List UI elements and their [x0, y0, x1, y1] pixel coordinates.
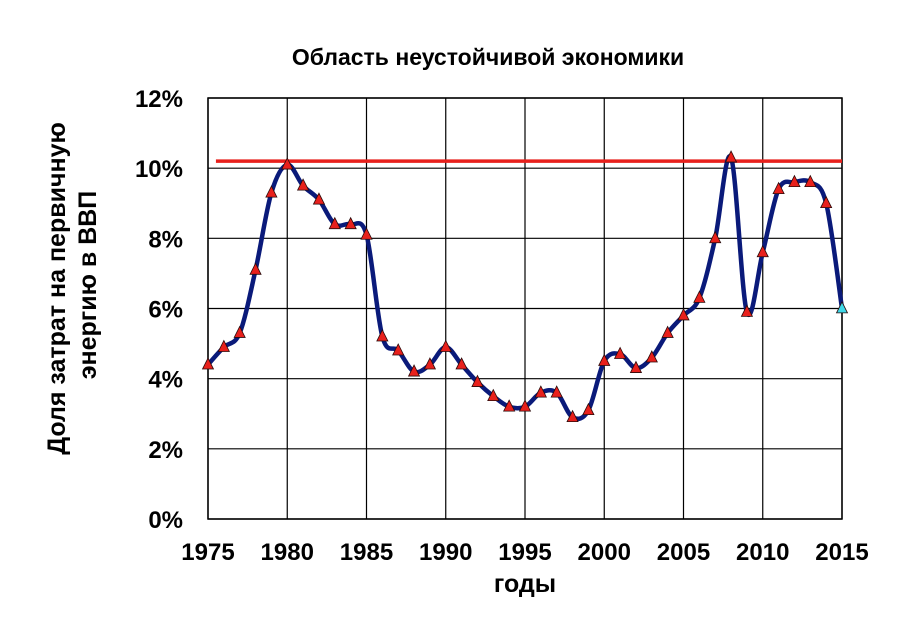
data-point-marker	[804, 174, 817, 188]
data-point-marker	[709, 230, 722, 244]
y-tick-labels: 0% 2% 4% 6% 8% 10% 12%	[135, 86, 183, 534]
x-tick-label: 2015	[815, 539, 868, 566]
data-point-marker	[534, 385, 547, 398]
data-point-marker	[820, 195, 833, 209]
data-point-marker	[645, 350, 658, 363]
data-point-marker	[217, 339, 230, 352]
data-point-marker	[296, 178, 310, 191]
data-point-marker	[677, 308, 690, 321]
data-point-marker	[265, 185, 278, 198]
y-axis-label-line-2: энергию в ВВП	[74, 191, 102, 380]
data-point-marker	[423, 357, 437, 370]
data-point-marker	[344, 216, 357, 230]
y-tick-label: 2%	[148, 437, 183, 464]
x-tick-labels: 1975 1980 1985 1990 1995 2000 2005 2010 2015	[181, 539, 868, 566]
data-point-marker	[471, 374, 484, 387]
data-point-marker	[613, 346, 627, 359]
data-point-marker	[201, 357, 215, 370]
data-point-marker	[550, 385, 563, 398]
x-tick-label: 1980	[261, 539, 314, 566]
data-point-marker	[312, 192, 326, 205]
x-tick-label: 1995	[498, 539, 551, 566]
data-point-marker	[233, 325, 246, 338]
data-point-marker	[772, 181, 785, 195]
data-point-marker	[693, 290, 706, 303]
data-point-marker	[740, 304, 754, 317]
data-point-marker	[582, 402, 595, 416]
y-axis-label-line-1: Доля затрат на первичную	[43, 122, 71, 455]
data-point-marker	[503, 399, 516, 412]
y-tick-label: 8%	[148, 226, 183, 253]
x-tick-label: 1985	[340, 539, 393, 566]
y-axis-label: Доля затрат на первичную энергию в ВВП	[43, 115, 102, 455]
data-point-marker	[629, 360, 643, 373]
data-point-marker	[439, 339, 452, 352]
data-point-marker	[281, 157, 294, 170]
data-point-marker	[328, 216, 341, 230]
data-point-marker	[788, 174, 801, 188]
chart-title: Область неустойчивой экономики	[292, 44, 684, 70]
x-axis-label: годы	[494, 570, 556, 598]
y-tick-label: 0%	[148, 507, 183, 534]
data-point-marker	[661, 325, 674, 338]
y-tick-label: 4%	[148, 367, 183, 394]
x-tick-label: 1990	[419, 539, 472, 566]
data-point-marker	[407, 364, 421, 377]
data-point-marker	[724, 150, 738, 163]
data-point-marker	[566, 409, 579, 423]
data-point-marker	[376, 329, 389, 342]
y-tick-label: 12%	[135, 86, 183, 113]
data-point-marker	[455, 357, 468, 370]
data-point-marker	[360, 227, 373, 240]
data-point-marker	[835, 301, 849, 314]
data-point-marker	[487, 388, 500, 402]
data-point-marker	[392, 343, 405, 356]
x-tick-label: 2005	[657, 539, 710, 566]
y-tick-label: 6%	[148, 297, 183, 324]
x-tick-label: 2000	[578, 539, 631, 566]
data-point-marker	[518, 399, 532, 412]
data-point-marker	[756, 244, 769, 258]
data-point-marker	[249, 262, 262, 275]
y-tick-label: 10%	[135, 156, 183, 183]
x-tick-label: 2010	[736, 539, 789, 566]
x-tick-label: 1975	[181, 539, 234, 566]
data-point-marker	[598, 353, 611, 366]
markers-layer	[201, 150, 849, 423]
